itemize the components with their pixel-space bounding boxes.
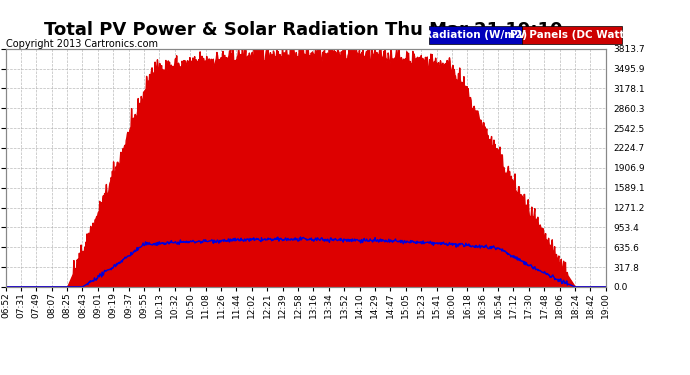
Text: Total PV Power & Solar Radiation Thu Mar 21 19:10: Total PV Power & Solar Radiation Thu Mar… (44, 21, 563, 39)
Text: Copyright 2013 Cartronics.com: Copyright 2013 Cartronics.com (6, 39, 157, 50)
Text: PV Panels (DC Watts): PV Panels (DC Watts) (510, 30, 635, 40)
Text: Radiation (W/m2): Radiation (W/m2) (424, 30, 527, 40)
